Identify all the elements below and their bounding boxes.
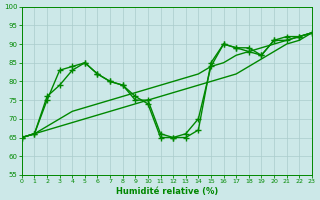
X-axis label: Humidité relative (%): Humidité relative (%) — [116, 187, 218, 196]
